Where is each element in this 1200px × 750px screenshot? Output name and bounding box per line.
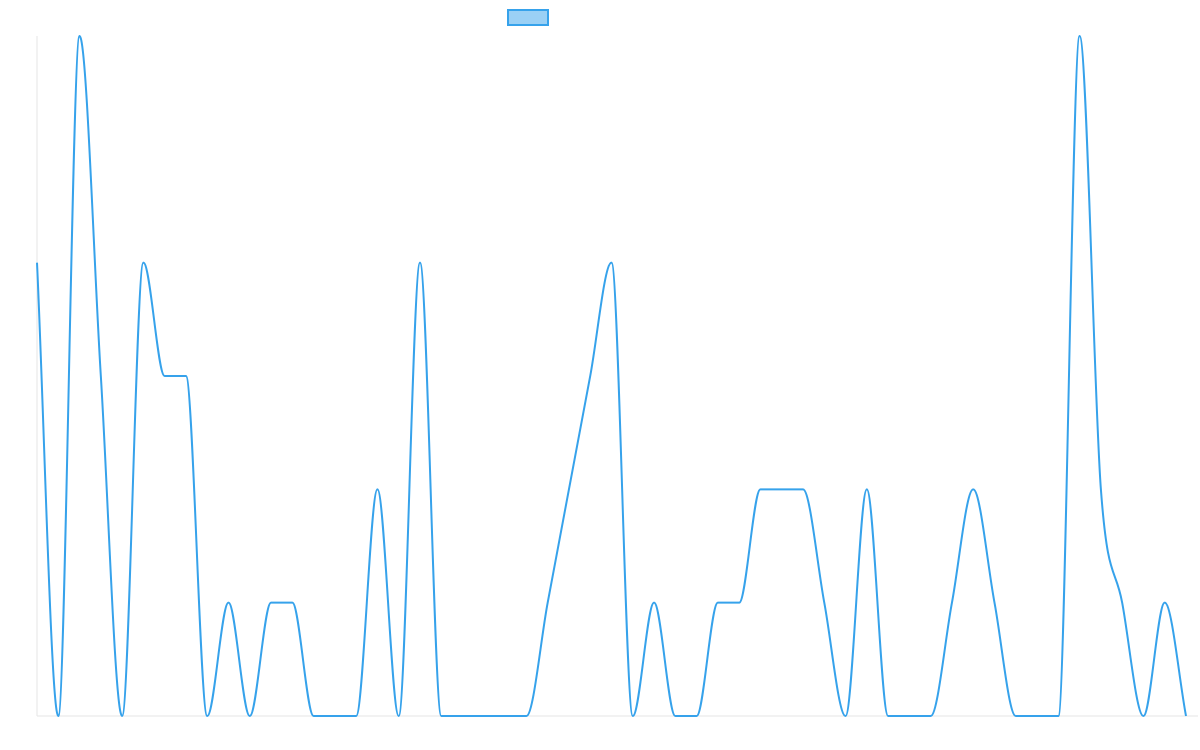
legend[interactable] <box>507 9 549 26</box>
data-point-38[interactable] <box>842 712 850 720</box>
data-point-48[interactable] <box>1054 712 1062 720</box>
data-point-28[interactable] <box>629 712 637 720</box>
data-point-15[interactable] <box>352 712 360 720</box>
series-layer <box>36 34 1187 718</box>
data-point-0[interactable] <box>33 259 41 267</box>
data-point-10[interactable] <box>246 712 254 720</box>
data-point-52[interactable] <box>1139 712 1147 720</box>
data-point-16[interactable] <box>373 485 381 493</box>
data-point-40[interactable] <box>884 712 892 720</box>
data-point-20[interactable] <box>459 712 467 720</box>
data-point-17[interactable] <box>395 712 403 720</box>
data-point-37[interactable] <box>820 599 828 607</box>
data-point-21[interactable] <box>480 712 488 720</box>
series-line <box>36 34 1187 718</box>
data-point-3[interactable] <box>97 372 105 380</box>
data-point-42[interactable] <box>927 712 935 720</box>
data-point-12[interactable] <box>288 599 296 607</box>
data-point-31[interactable] <box>693 712 701 720</box>
data-point-46[interactable] <box>1012 712 1020 720</box>
data-point-51[interactable] <box>1118 599 1126 607</box>
data-point-23[interactable] <box>522 712 530 720</box>
data-point-44[interactable] <box>969 485 977 493</box>
data-point-43[interactable] <box>948 599 956 607</box>
points-layer <box>33 32 1190 720</box>
axes <box>36 36 1198 717</box>
data-point-7[interactable] <box>182 372 190 380</box>
data-point-50[interactable] <box>1097 485 1105 493</box>
data-point-26[interactable] <box>586 372 594 380</box>
data-point-29[interactable] <box>650 599 658 607</box>
data-point-6[interactable] <box>161 372 169 380</box>
data-point-24[interactable] <box>544 599 552 607</box>
data-point-4[interactable] <box>118 712 126 720</box>
data-point-19[interactable] <box>437 712 445 720</box>
data-point-33[interactable] <box>735 599 743 607</box>
data-point-2[interactable] <box>76 32 84 40</box>
data-point-47[interactable] <box>1033 712 1041 720</box>
data-point-39[interactable] <box>863 485 871 493</box>
data-point-49[interactable] <box>1076 32 1084 40</box>
data-point-1[interactable] <box>54 712 62 720</box>
data-point-25[interactable] <box>565 485 573 493</box>
data-point-27[interactable] <box>608 259 616 267</box>
data-point-32[interactable] <box>714 599 722 607</box>
data-point-36[interactable] <box>799 485 807 493</box>
data-point-5[interactable] <box>139 259 147 267</box>
data-point-45[interactable] <box>991 599 999 607</box>
data-point-54[interactable] <box>1182 712 1190 720</box>
data-point-9[interactable] <box>225 599 233 607</box>
data-point-35[interactable] <box>778 485 786 493</box>
data-point-41[interactable] <box>905 712 913 720</box>
data-point-53[interactable] <box>1161 599 1169 607</box>
data-point-11[interactable] <box>267 599 275 607</box>
data-point-22[interactable] <box>501 712 509 720</box>
data-point-18[interactable] <box>416 259 424 267</box>
data-point-14[interactable] <box>331 712 339 720</box>
data-point-8[interactable] <box>203 712 211 720</box>
data-point-34[interactable] <box>756 485 764 493</box>
data-point-30[interactable] <box>671 712 679 720</box>
data-point-13[interactable] <box>310 712 318 720</box>
legend-swatch[interactable] <box>507 9 549 26</box>
